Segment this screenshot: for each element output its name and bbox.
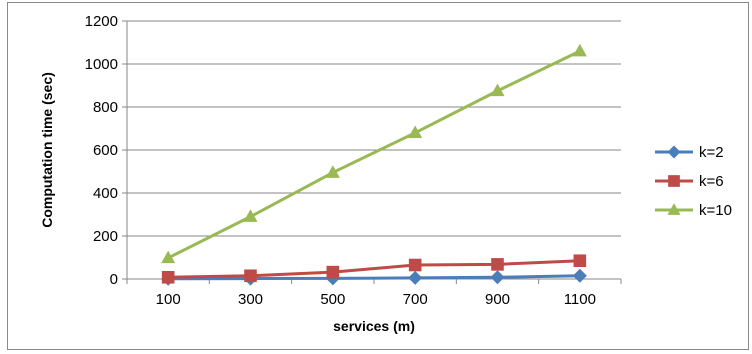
data-point bbox=[573, 254, 587, 268]
x-tick-labels: 100 300 500 700 900 1100 bbox=[156, 291, 596, 308]
series-k=6 bbox=[161, 254, 587, 284]
y-tick-label: 0 bbox=[110, 271, 118, 288]
y-axis-label: Computation time (sec) bbox=[39, 72, 55, 228]
x-tick-label: 700 bbox=[403, 291, 428, 308]
x-axis-label: services (m) bbox=[333, 318, 415, 334]
series-line bbox=[168, 274, 580, 281]
data-point bbox=[243, 209, 258, 222]
data-point bbox=[490, 270, 505, 285]
x-tick-label: 300 bbox=[238, 291, 263, 308]
data-point bbox=[491, 258, 504, 271]
series-line bbox=[167, 49, 581, 260]
x-tick-label: 900 bbox=[485, 291, 510, 308]
data-point bbox=[325, 165, 340, 178]
legend-label: k=10 bbox=[699, 202, 732, 219]
x-tick-label: 1100 bbox=[564, 291, 596, 308]
legend-item: k=2 bbox=[655, 144, 724, 161]
x-tick-label: 500 bbox=[320, 291, 345, 308]
y-tick-label: 400 bbox=[93, 185, 118, 202]
x-tick-label: 100 bbox=[156, 291, 181, 308]
y-tick-label: 600 bbox=[93, 142, 118, 159]
data-point bbox=[408, 258, 422, 272]
legend-marker bbox=[667, 145, 681, 159]
data-point bbox=[572, 268, 587, 283]
legend-label: k=2 bbox=[699, 144, 724, 161]
y-tick-label: 800 bbox=[93, 99, 118, 116]
data-point bbox=[244, 269, 257, 283]
legend-marker bbox=[667, 203, 681, 215]
series-layer bbox=[161, 43, 587, 286]
legend: k=2 k=6 k=10 bbox=[655, 144, 732, 219]
data-point bbox=[326, 265, 340, 279]
gridlines bbox=[127, 20, 621, 237]
legend-item: k=10 bbox=[655, 202, 732, 219]
legend-label: k=6 bbox=[699, 173, 724, 190]
legend-item: k=6 bbox=[655, 173, 724, 190]
data-point bbox=[572, 43, 587, 57]
chart-frame bbox=[7, 2, 749, 350]
series-line bbox=[168, 259, 580, 279]
data-point bbox=[490, 83, 505, 97]
data-point bbox=[161, 250, 176, 264]
y-tick-label: 1000 bbox=[85, 56, 118, 73]
y-tick-labels: 0 200 400 600 800 1000 1200 bbox=[85, 13, 118, 288]
data-point bbox=[408, 270, 423, 285]
y-tick-label: 200 bbox=[93, 228, 118, 245]
data-point bbox=[161, 270, 175, 284]
data-point bbox=[408, 125, 423, 139]
series-k=10 bbox=[161, 43, 587, 264]
y-tick-label: 1200 bbox=[85, 13, 118, 30]
legend-marker bbox=[668, 175, 680, 187]
